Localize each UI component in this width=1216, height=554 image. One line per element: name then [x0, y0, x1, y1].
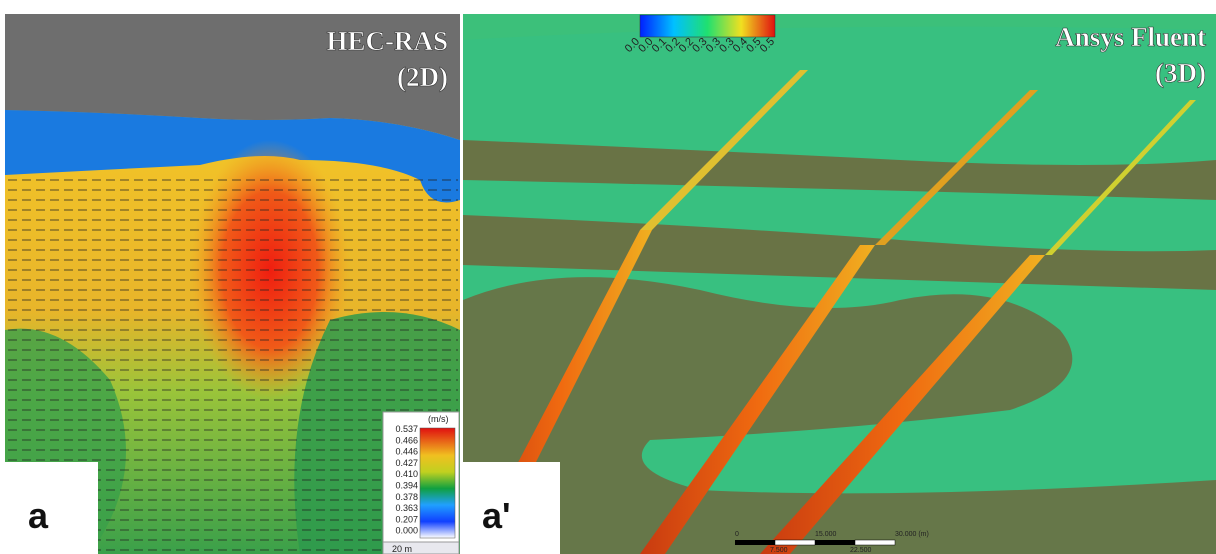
legend-unit: (m/s): [428, 414, 449, 424]
scale-label: 22.500: [850, 547, 872, 554]
legend-tick-label: 0.410: [395, 469, 418, 479]
legend-tick-label: 0.378: [395, 492, 418, 502]
legend-tick-label: 0.394: [395, 481, 418, 491]
scale-label: 15.000: [815, 531, 837, 538]
legend-tick-label: 0.207: [395, 514, 418, 524]
scale-bar: 0 15.000 30.000 (m) 7.500 22.500: [735, 531, 929, 554]
legend-tick-label: 0.363: [395, 503, 418, 513]
legend-tick-label: 0.427: [395, 458, 418, 468]
scale-label: 0: [735, 531, 739, 538]
legend-tick-label: 0.537: [395, 424, 418, 434]
legend-ticks: 0.00.00.10.20.20.30.30.30.40.50.5: [623, 36, 777, 55]
panel-title: (2D): [397, 62, 448, 92]
legend-tick-label: 0.446: [395, 447, 418, 457]
legend: 0.00.00.10.20.20.30.30.30.40.50.5: [623, 14, 777, 55]
panel-label: a': [482, 495, 511, 536]
panel-label: a: [28, 495, 49, 536]
panel-title: Ansys Fluent: [1055, 22, 1206, 52]
panel-title: (3D): [1155, 58, 1206, 88]
scale-label: 20 m: [392, 544, 412, 554]
panel-right: Ansys Fluent (3D) a' 0.00.00.10.20.20.30…: [463, 14, 1216, 554]
scale-label: 7.500: [770, 547, 788, 554]
legend-tick-label: 0.466: [395, 435, 418, 445]
legend-tick-label: 0.000: [395, 526, 418, 536]
panel-title: HEC-RAS: [326, 26, 448, 56]
scale-label: 30.000 (m): [895, 531, 929, 538]
